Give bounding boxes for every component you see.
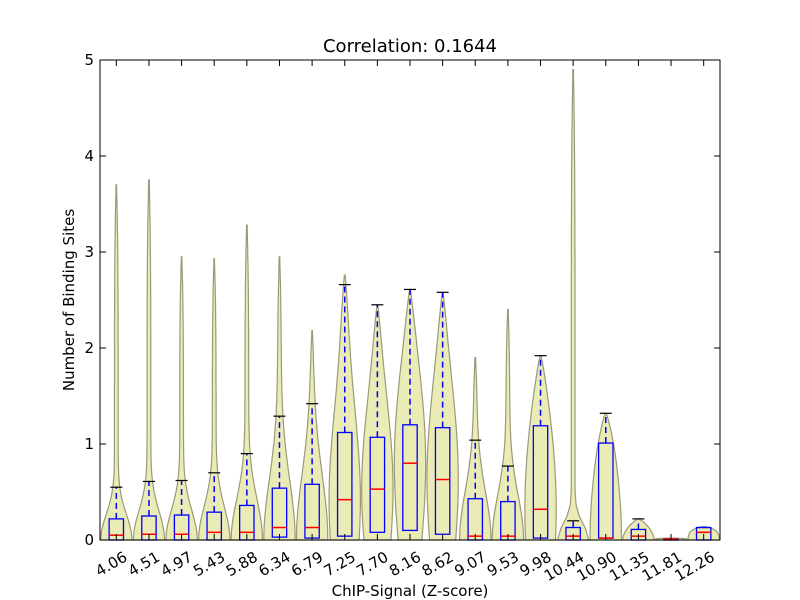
violin-body [132, 179, 166, 541]
violin-group [393, 288, 427, 541]
plot-area [100, 69, 720, 541]
chart-title: Correlation: 0.1644 [323, 36, 497, 57]
violin-body [556, 69, 590, 541]
violin-group [100, 184, 133, 541]
box [369, 436, 386, 533]
violin-group [361, 304, 394, 541]
violin-group [328, 274, 361, 541]
y-axis-label: Number of Binding Sites [60, 209, 78, 391]
y-tick-label: 3 [84, 243, 94, 261]
y-tick-label: 2 [84, 339, 94, 357]
violin-body [458, 357, 492, 541]
x-axis-label: ChIP-Signal (Z-score) [332, 582, 489, 600]
violin-group [165, 256, 198, 541]
violin-group [197, 258, 231, 541]
violin-body [491, 309, 525, 541]
violin-body [263, 256, 296, 541]
violin-body [295, 330, 329, 541]
y-tick-label: 5 [84, 51, 94, 69]
y-tick-label: 4 [84, 147, 94, 165]
box [402, 424, 418, 532]
violin-body [230, 224, 264, 541]
violin-group [263, 256, 296, 541]
violin-group [589, 412, 623, 541]
y-tick-label: 0 [84, 531, 94, 549]
violin-body [165, 256, 198, 541]
violin-group [491, 309, 525, 541]
violin-group [295, 330, 329, 541]
y-tick-label: 1 [84, 435, 94, 453]
violin-body [197, 258, 231, 541]
violin-group [230, 224, 264, 541]
violin-body [100, 184, 133, 541]
